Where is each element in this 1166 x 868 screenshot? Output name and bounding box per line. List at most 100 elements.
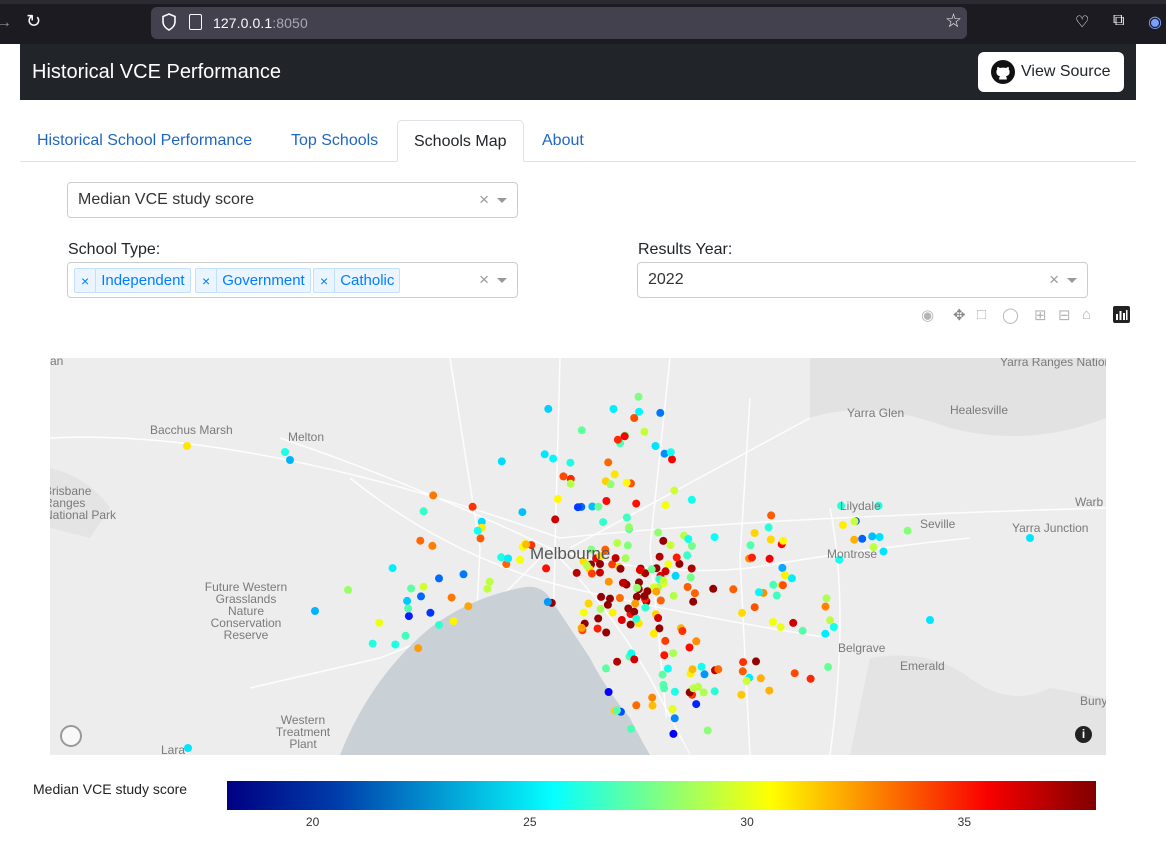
school-marker[interactable] xyxy=(656,408,665,417)
view-source-button[interactable]: View Source xyxy=(978,52,1124,92)
chip-remove-icon[interactable]: × xyxy=(196,269,218,292)
school-marker[interactable] xyxy=(622,513,631,522)
school-marker[interactable] xyxy=(829,623,838,631)
school-marker[interactable] xyxy=(632,701,641,710)
school-marker[interactable] xyxy=(660,449,669,458)
school-marker[interactable] xyxy=(668,455,676,464)
school-marker[interactable] xyxy=(664,560,673,569)
school-marker[interactable] xyxy=(640,427,649,436)
school-marker[interactable] xyxy=(577,623,586,632)
school-marker[interactable] xyxy=(468,502,477,511)
school-marker[interactable] xyxy=(635,407,644,416)
school-marker[interactable] xyxy=(837,501,846,510)
school-marker[interactable] xyxy=(806,674,815,683)
school-marker[interactable] xyxy=(604,577,613,586)
school-marker[interactable] xyxy=(822,594,831,603)
school-marker[interactable] xyxy=(414,644,423,653)
school-marker[interactable] xyxy=(368,639,377,648)
school-marker[interactable] xyxy=(540,450,549,459)
school-marker[interactable] xyxy=(404,604,413,613)
extensions-icon[interactable]: ⧉ xyxy=(1113,12,1125,29)
school-marker[interactable] xyxy=(516,555,525,564)
school-marker[interactable] xyxy=(669,591,678,600)
chip-remove-icon[interactable]: × xyxy=(75,269,97,292)
school-marker[interactable] xyxy=(869,543,878,552)
school-marker[interactable] xyxy=(554,495,562,503)
school-marker[interactable] xyxy=(769,618,777,626)
school-marker[interactable] xyxy=(630,607,639,616)
school-marker[interactable] xyxy=(787,574,796,583)
school-marker[interactable] xyxy=(593,624,602,633)
school-marker[interactable] xyxy=(566,458,575,467)
school-marker[interactable] xyxy=(504,554,513,563)
school-marker[interactable] xyxy=(632,614,641,623)
school-marker[interactable] xyxy=(672,553,681,562)
school-marker[interactable] xyxy=(772,591,781,600)
school-marker[interactable] xyxy=(778,563,787,572)
school-marker[interactable] xyxy=(601,545,610,554)
school-marker[interactable] xyxy=(375,618,384,627)
school-marker[interactable] xyxy=(615,594,624,602)
school-marker[interactable] xyxy=(1026,534,1034,542)
school-marker[interactable] xyxy=(656,596,665,605)
school-marker[interactable] xyxy=(594,502,603,511)
school-marker[interactable] xyxy=(611,554,620,563)
school-marker[interactable] xyxy=(756,674,765,683)
results-year-select[interactable]: 2022 × xyxy=(637,262,1088,298)
school-type-select[interactable]: × Independent × Government × Catholic × xyxy=(67,262,518,298)
school-marker[interactable] xyxy=(684,535,693,543)
url-text[interactable]: 127.0.0.1:8050 xyxy=(213,15,308,31)
school-marker[interactable] xyxy=(522,540,531,549)
school-marker[interactable] xyxy=(687,564,696,573)
school-marker[interactable] xyxy=(824,663,833,671)
school-marker[interactable] xyxy=(473,526,482,535)
school-marker[interactable] xyxy=(669,729,678,738)
school-marker[interactable] xyxy=(632,592,641,601)
school-marker[interactable] xyxy=(686,573,695,582)
clear-icon[interactable]: × xyxy=(479,270,489,289)
bookmark-star-icon[interactable]: ☆ xyxy=(944,11,962,32)
school-marker[interactable] xyxy=(403,596,412,605)
school-marker[interactable] xyxy=(417,592,425,601)
chip-independent[interactable]: × Independent xyxy=(74,268,191,293)
school-marker[interactable] xyxy=(710,533,719,542)
school-marker[interactable] xyxy=(692,700,701,709)
schools-map[interactable]: Yarra Ranges National Park Yarra Glen He… xyxy=(50,358,1106,755)
school-marker[interactable] xyxy=(654,528,663,537)
school-marker[interactable] xyxy=(654,614,663,622)
school-marker[interactable] xyxy=(649,629,658,638)
school-marker[interactable] xyxy=(630,655,639,664)
box-select-icon[interactable]: □ xyxy=(977,306,987,323)
school-marker[interactable] xyxy=(596,604,605,613)
school-marker[interactable] xyxy=(658,670,667,679)
school-marker[interactable] xyxy=(633,583,641,592)
school-marker[interactable] xyxy=(435,574,443,583)
school-marker[interactable] xyxy=(604,458,613,467)
school-marker[interactable] xyxy=(685,643,694,652)
school-marker[interactable] xyxy=(459,570,468,579)
school-marker[interactable] xyxy=(709,584,718,593)
school-marker[interactable] xyxy=(599,518,608,527)
school-marker[interactable] xyxy=(404,612,413,621)
reload-icon[interactable]: ↻ xyxy=(26,11,42,31)
school-marker[interactable] xyxy=(781,571,789,580)
school-marker[interactable] xyxy=(746,541,755,550)
school-marker[interactable] xyxy=(748,553,756,562)
school-marker[interactable] xyxy=(714,665,723,674)
school-marker[interactable] xyxy=(407,584,416,593)
school-marker[interactable] xyxy=(669,649,678,658)
school-marker[interactable] xyxy=(655,552,664,561)
school-marker[interactable] xyxy=(597,592,606,601)
school-marker[interactable] xyxy=(626,620,635,629)
school-marker[interactable] xyxy=(559,472,568,481)
school-marker[interactable] xyxy=(542,564,551,573)
school-marker[interactable] xyxy=(416,536,425,545)
school-marker[interactable] xyxy=(518,508,527,517)
school-marker[interactable] xyxy=(661,636,670,645)
school-marker[interactable] xyxy=(608,608,617,617)
school-marker[interactable] xyxy=(566,479,575,488)
chevron-down-icon[interactable] xyxy=(497,278,507,283)
school-marker[interactable] xyxy=(798,626,807,635)
school-marker[interactable] xyxy=(435,621,443,629)
school-marker[interactable] xyxy=(449,617,458,626)
